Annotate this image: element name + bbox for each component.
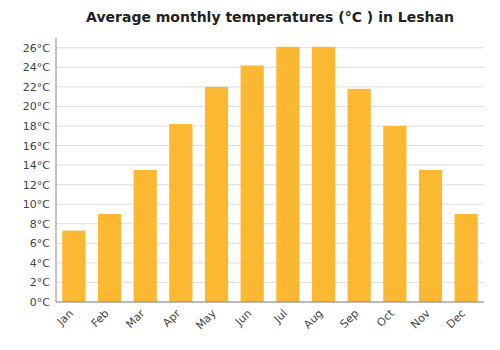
y-tick-label: 18°C bbox=[23, 120, 50, 133]
x-tick-label: Apr bbox=[160, 307, 183, 330]
x-tick-label: May bbox=[193, 307, 219, 333]
bars bbox=[62, 47, 478, 302]
bar bbox=[419, 170, 442, 302]
grid-line bbox=[56, 302, 484, 303]
bar bbox=[205, 87, 228, 302]
x-tick-label: Nov bbox=[408, 307, 433, 332]
bar bbox=[62, 231, 85, 302]
bar bbox=[455, 214, 478, 302]
bar bbox=[169, 124, 192, 302]
grid-line bbox=[56, 126, 484, 127]
grid-line bbox=[56, 47, 484, 48]
y-tick-label: 6°C bbox=[30, 237, 50, 250]
x-tick-label: Dec bbox=[444, 307, 468, 331]
y-tick-label: 22°C bbox=[23, 81, 50, 94]
chart: Average monthly temperatures (°C ) in Le… bbox=[0, 0, 500, 350]
x-tick-label: Jul bbox=[271, 307, 290, 326]
x-tick-label: Oct bbox=[374, 306, 397, 329]
grid-line bbox=[56, 145, 484, 146]
x-tick-label: Mar bbox=[123, 307, 147, 331]
y-grid bbox=[56, 48, 484, 302]
x-axis-line bbox=[56, 302, 484, 303]
y-tick-label: 8°C bbox=[30, 218, 50, 231]
title: Average monthly temperatures (°C ) in Le… bbox=[86, 9, 454, 25]
y-tick-label: 0°C bbox=[30, 296, 50, 309]
bar bbox=[348, 89, 371, 302]
y-tick-label: 14°C bbox=[23, 159, 50, 172]
x-tick-label: Jan bbox=[54, 307, 76, 329]
x-tick-label: Sep bbox=[337, 307, 361, 331]
y-tick-label: 24°C bbox=[23, 61, 50, 74]
y-tick-label: 16°C bbox=[23, 140, 50, 153]
bar bbox=[383, 126, 406, 302]
y-tick-label: 4°C bbox=[30, 257, 50, 270]
grid-line bbox=[56, 106, 484, 107]
grid-line bbox=[56, 165, 484, 166]
y-tick-label: 10°C bbox=[23, 198, 50, 211]
grid-line bbox=[56, 67, 484, 68]
x-tick-label: Feb bbox=[89, 307, 112, 330]
bar bbox=[276, 47, 299, 302]
x-tick-label: Jun bbox=[232, 307, 254, 329]
bar bbox=[98, 214, 121, 302]
grid-line bbox=[56, 86, 484, 87]
bar bbox=[134, 170, 157, 302]
bar bbox=[312, 47, 335, 302]
y-axis-line bbox=[56, 38, 57, 302]
y-tick-label: 12°C bbox=[23, 179, 50, 192]
x-tick-label: Aug bbox=[301, 307, 325, 331]
y-tick-label: 20°C bbox=[23, 100, 50, 113]
bar bbox=[241, 65, 264, 302]
y-tick-label: 2°C bbox=[30, 276, 50, 289]
y-tick-label: 26°C bbox=[23, 42, 50, 55]
